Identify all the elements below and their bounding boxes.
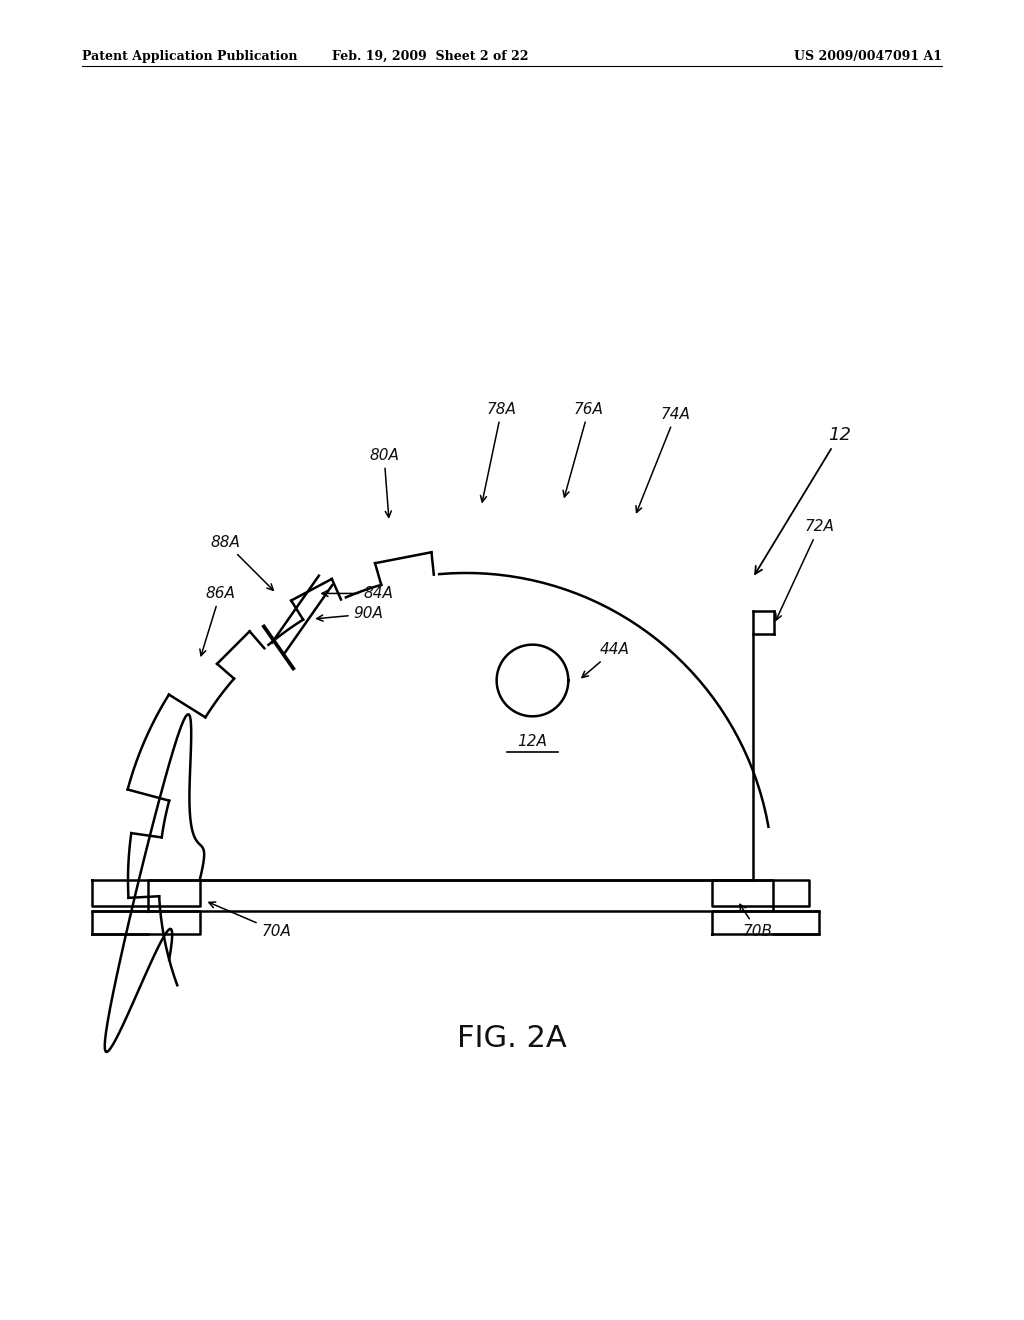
Text: 86A: 86A (200, 586, 236, 656)
Text: 76A: 76A (563, 401, 604, 496)
Text: 84A: 84A (322, 586, 394, 601)
Text: 12A: 12A (517, 734, 548, 750)
Text: 88A: 88A (210, 535, 273, 590)
Text: 78A: 78A (480, 401, 517, 502)
Text: US 2009/0047091 A1: US 2009/0047091 A1 (794, 50, 942, 63)
Text: 72A: 72A (776, 519, 835, 620)
Text: 44A: 44A (582, 643, 630, 677)
Text: FIG. 2A: FIG. 2A (457, 1024, 567, 1053)
Text: Feb. 19, 2009  Sheet 2 of 22: Feb. 19, 2009 Sheet 2 of 22 (332, 50, 528, 63)
Text: 90A: 90A (316, 606, 384, 622)
Text: 80A: 80A (369, 447, 399, 517)
Text: 74A: 74A (636, 407, 691, 512)
Text: Patent Application Publication: Patent Application Publication (82, 50, 297, 63)
Text: 70B: 70B (739, 904, 773, 939)
Text: 70A: 70A (209, 902, 292, 939)
Text: 12: 12 (755, 426, 851, 574)
